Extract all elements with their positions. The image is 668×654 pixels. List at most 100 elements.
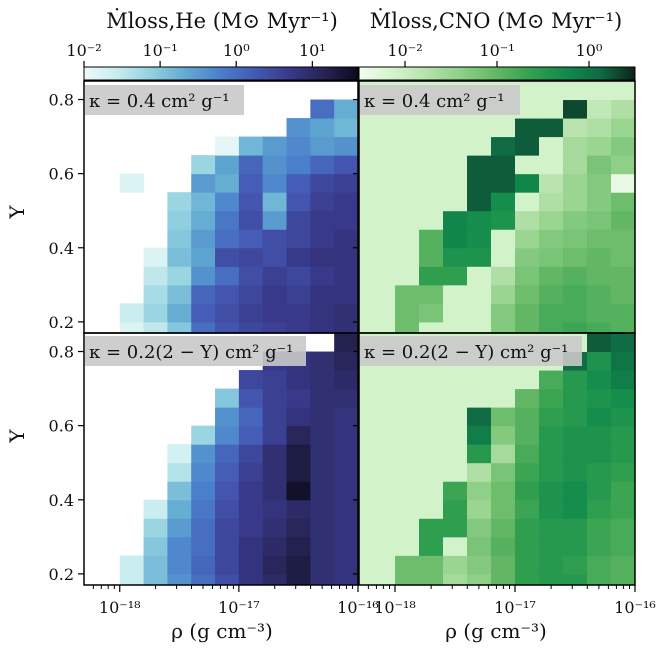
heatmap-cell [167, 303, 192, 323]
panel-label-box [360, 336, 582, 366]
heatmap-cell [467, 388, 492, 408]
heatmap-cell [539, 210, 564, 230]
heatmap-cell [515, 81, 540, 101]
y-tick-label: 0.8 [49, 343, 74, 362]
heatmap-cell [539, 407, 564, 427]
heatmap-cell [143, 321, 168, 334]
heatmap-cell [563, 284, 588, 304]
heatmap-cell [587, 266, 612, 286]
heatmap-cell [334, 247, 359, 267]
heatmap-cell [286, 229, 311, 249]
heatmap-cell [611, 536, 636, 556]
heatmap-cell [191, 481, 216, 501]
heatmap-cell [467, 425, 492, 445]
heatmap-cell [611, 173, 636, 193]
heatmap-cell [587, 284, 612, 304]
heatmap-cell [143, 247, 168, 267]
heatmap-cell [419, 536, 444, 556]
heatmap-cell [262, 266, 288, 286]
heatmap-cell [334, 136, 359, 156]
heatmap-cell [491, 407, 516, 427]
heatmap-cell [587, 407, 612, 427]
heatmap-cell [587, 247, 612, 267]
heatmap-cell [334, 388, 359, 408]
heatmap-cell [419, 573, 444, 586]
heatmap-cell [443, 118, 468, 138]
heatmap-cell [611, 81, 636, 101]
heatmap-cell [419, 155, 444, 175]
heatmap-cell [515, 370, 540, 390]
heatmap-cell [539, 573, 564, 586]
heatmap-cell [359, 499, 396, 519]
heatmap-cell [334, 303, 359, 323]
colorbar-tick-label: 10⁰ [223, 41, 250, 60]
heatmap-cell [143, 573, 168, 586]
heatmap-cell [238, 444, 264, 464]
heatmap-cell [491, 573, 516, 586]
heatmap-cell [395, 136, 420, 156]
heatmap-cell [443, 536, 468, 556]
heatmap-cell [167, 284, 192, 304]
heatmap-cell [467, 555, 492, 575]
heatmap-cell [238, 555, 264, 575]
heatmap-cell [611, 303, 636, 323]
heatmap-cell [215, 407, 240, 427]
heatmap-cell [310, 136, 335, 156]
panel-label: κ = 0.2(2 − Y) cm² g⁻¹ [364, 342, 568, 363]
heatmap-cell [334, 210, 359, 230]
heatmap-cell [539, 425, 564, 445]
heatmap-cell [587, 536, 612, 556]
heatmap-cell [587, 99, 612, 119]
heatmap-cell [238, 370, 264, 390]
heatmap-cell [467, 407, 492, 427]
heatmap-cell [515, 99, 540, 119]
heatmap-cell [215, 555, 240, 575]
heatmap-cell [310, 351, 335, 371]
heatmap-cell [215, 284, 240, 304]
heatmap-cell [167, 210, 192, 230]
heatmap-cell [215, 247, 240, 267]
heatmap-cell [611, 444, 636, 464]
heatmap-cell [167, 518, 192, 538]
heatmap-cell [443, 229, 468, 249]
heatmap-cell [191, 462, 216, 482]
panel-label: κ = 0.2(2 − Y) cm² g⁻¹ [89, 342, 293, 363]
x-tick-label: 10⁻¹⁸ [99, 598, 141, 617]
heatmap-cell [419, 210, 444, 230]
heatmap-cell [191, 303, 216, 323]
heatmap-cell [563, 303, 588, 323]
heatmap-cell [359, 444, 396, 464]
heatmap-cell [191, 425, 216, 445]
heatmap-cell [515, 118, 540, 138]
heatmap-cell [395, 118, 420, 138]
colorbar-tick-label: 10¹ [299, 41, 326, 60]
heatmap-cell [611, 155, 636, 175]
heatmap-cell [395, 555, 420, 575]
heatmap-cell [491, 388, 516, 408]
heatmap-cell [286, 173, 311, 193]
heatmap-cell [395, 247, 420, 267]
heatmap-cell [467, 155, 492, 175]
heatmap-cell [310, 425, 335, 445]
y-tick-label: 0.4 [49, 239, 74, 258]
heatmap-cell [119, 573, 145, 586]
heatmap-cell [167, 555, 192, 575]
heatmap-cell [611, 210, 636, 230]
heatmap-cell [286, 555, 311, 575]
heatmap-cell [262, 407, 288, 427]
heatmap-cell [286, 370, 311, 390]
panel-label-box [360, 85, 520, 115]
heatmap-cell [143, 303, 168, 323]
heatmap-cell [587, 370, 612, 390]
heatmap-cell [310, 407, 335, 427]
heatmap-cell [611, 351, 636, 371]
heatmap-cell [587, 351, 612, 371]
heatmap-cell [395, 518, 420, 538]
heatmap-cell [611, 407, 636, 427]
heatmap-cell [262, 444, 288, 464]
heatmap-cell [539, 155, 564, 175]
y-tick-label: 0.2 [49, 313, 74, 332]
heatmap-cell [238, 303, 264, 323]
heatmap-cell [515, 536, 540, 556]
heatmap-cell [611, 555, 636, 575]
